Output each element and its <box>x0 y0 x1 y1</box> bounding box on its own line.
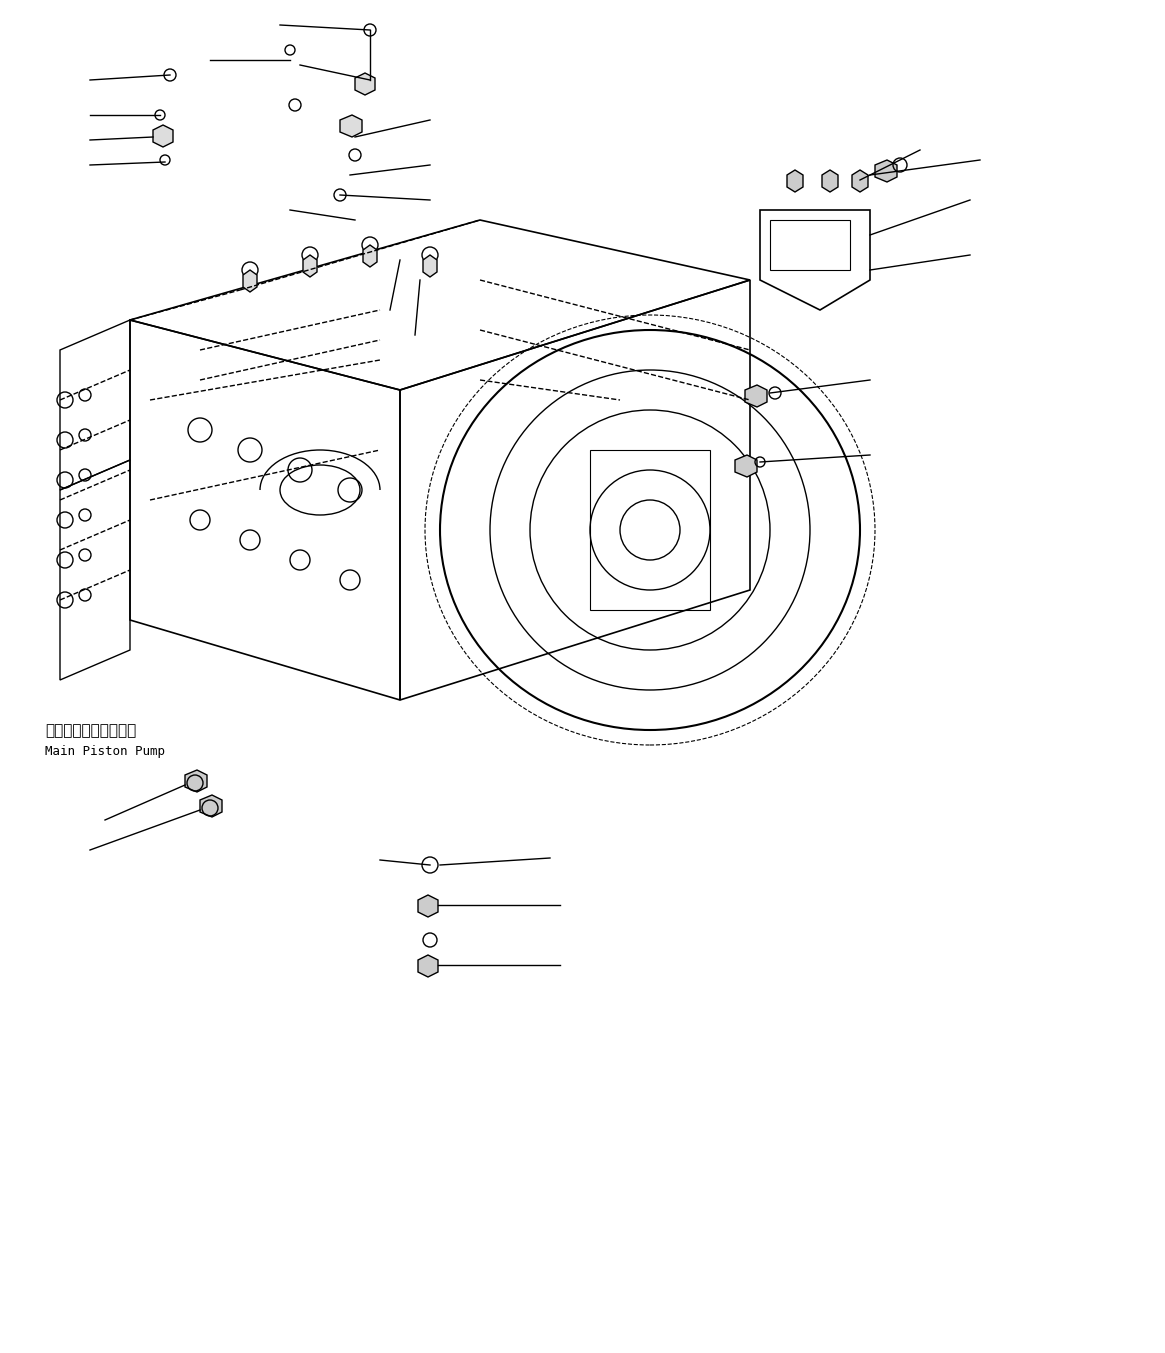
Polygon shape <box>355 73 375 95</box>
Polygon shape <box>243 271 257 292</box>
Polygon shape <box>822 170 838 192</box>
Polygon shape <box>744 386 767 407</box>
Polygon shape <box>200 796 223 817</box>
Polygon shape <box>852 170 868 192</box>
Polygon shape <box>418 894 438 917</box>
Polygon shape <box>423 254 437 277</box>
Polygon shape <box>363 245 377 267</box>
Text: Main Piston Pump: Main Piston Pump <box>45 746 165 758</box>
Polygon shape <box>875 160 897 183</box>
Text: メインピストンポンプ: メインピストンポンプ <box>45 723 136 737</box>
Bar <box>770 221 850 271</box>
Polygon shape <box>418 955 438 977</box>
Polygon shape <box>340 115 362 137</box>
Polygon shape <box>735 455 757 478</box>
Polygon shape <box>788 170 803 192</box>
Polygon shape <box>153 124 172 147</box>
Polygon shape <box>303 254 317 277</box>
Polygon shape <box>185 770 207 792</box>
